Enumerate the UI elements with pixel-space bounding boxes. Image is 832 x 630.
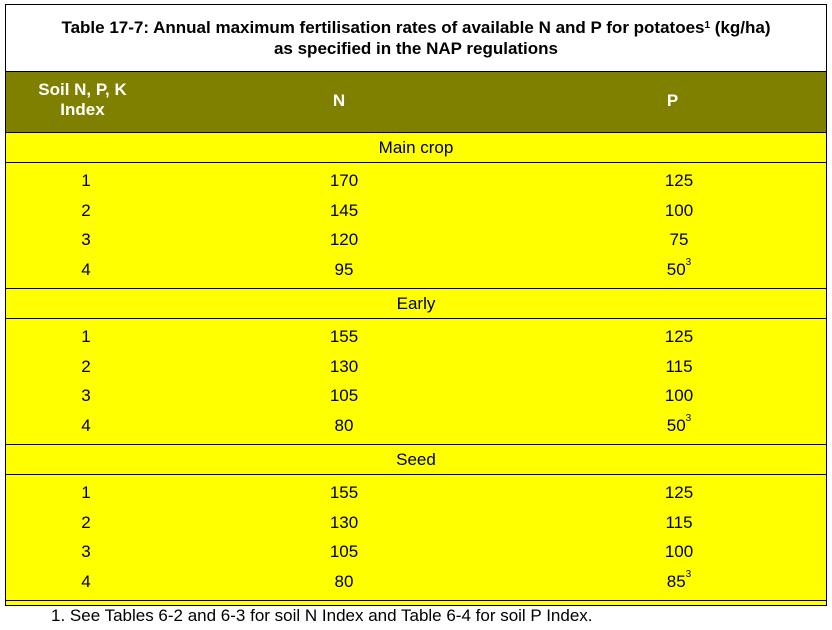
table-row: 2 130 115 [6, 353, 826, 383]
table-row: 2 130 115 [6, 509, 826, 539]
section-label: Main crop [6, 133, 826, 163]
table-row: 1 155 125 [6, 323, 826, 353]
cell-n: 155 [329, 327, 359, 346]
title-unit: (kg/ha) [710, 18, 771, 37]
fertilisation-table: Table 17-7: Annual maximum fertilisation… [5, 4, 827, 625]
cell-p-value: 125 [664, 483, 694, 502]
cell-index: 3 [81, 542, 91, 561]
title-footnote-mark: 1 [704, 20, 711, 31]
header-index: Soil N, P, K Index [6, 80, 159, 120]
table-body: Main crop 1 170 125 2 145 100 3 120 75 4 95 503 Early… [6, 133, 826, 601]
cell-p-value: 100 [664, 542, 694, 561]
cell-p-value: 50 [666, 259, 686, 279]
cell-index: 1 [81, 171, 91, 190]
cell-index: 2 [81, 356, 91, 376]
cell-n: 170 [329, 171, 359, 190]
section-label: Early [6, 289, 826, 319]
table-row: 3 120 75 [6, 226, 826, 256]
cell-n: 120 [329, 230, 359, 249]
cell-p: 853 [519, 568, 832, 592]
cell-p-footnote: 3 [685, 412, 692, 424]
cell-p: 503 [519, 412, 832, 436]
section-rows: 1 155 125 2 130 115 3 105 100 4 80 853 [6, 475, 826, 601]
title-text: Annual maximum fertilisation rates of av… [149, 18, 705, 37]
cell-p-value: 125 [664, 171, 694, 190]
cell-p: 125 [519, 171, 832, 191]
cell-n: 80 [334, 415, 354, 435]
cell-p-footnote: 3 [685, 256, 692, 268]
table-row: 1 170 125 [6, 167, 826, 197]
cell-n: 130 [329, 356, 359, 376]
cell-p: 125 [519, 483, 832, 503]
cell-n: 105 [329, 386, 359, 405]
cell-n: 130 [329, 512, 359, 532]
cell-index: 2 [81, 200, 91, 220]
cell-p-value: 100 [664, 200, 694, 220]
cell-p: 100 [519, 201, 832, 221]
cell-p: 75 [519, 230, 832, 250]
header-index-line2: Index [60, 100, 105, 119]
table-row: 4 80 503 [6, 412, 826, 442]
cell-p-value: 100 [664, 386, 694, 405]
table-row: 1 155 125 [6, 479, 826, 509]
cell-p: 100 [519, 386, 832, 406]
title-prefix: Table 17-7: [61, 18, 150, 37]
cell-n: 95 [334, 259, 354, 279]
cell-p-value: 115 [665, 356, 693, 376]
cell-n: 155 [329, 483, 359, 502]
cell-p: 115 [519, 513, 832, 533]
section-label: Seed [6, 445, 826, 475]
cell-index: 3 [81, 386, 91, 405]
table-row: 3 105 100 [6, 382, 826, 412]
table-header: Soil N, P, K Index N P [6, 72, 826, 133]
cell-index: 1 [81, 483, 91, 502]
cell-n: 145 [329, 200, 359, 220]
cell-p: 503 [519, 256, 832, 280]
cell-p: 125 [519, 327, 832, 347]
section-rows: 1 155 125 2 130 115 3 105 100 4 80 503 [6, 319, 826, 445]
section-rows: 1 170 125 2 145 100 3 120 75 4 95 503 [6, 163, 826, 289]
table-row: 3 105 100 [6, 538, 826, 568]
cell-p: 115 [519, 357, 832, 377]
table-row: 4 95 503 [6, 256, 826, 286]
table-row: 2 145 100 [6, 197, 826, 227]
cell-index: 4 [81, 415, 91, 435]
cell-p-value: 115 [665, 512, 693, 532]
title-line-2: as specified in the NAP regulations [273, 39, 559, 58]
cell-p-value: 50 [666, 415, 686, 435]
cell-p-value: 75 [669, 230, 689, 249]
table-row: 4 80 853 [6, 568, 826, 598]
cell-p-value: 125 [664, 327, 694, 346]
cell-index: 3 [81, 230, 91, 249]
cell-index: 1 [81, 327, 91, 346]
cell-index: 2 [81, 512, 91, 532]
cell-p-footnote: 3 [685, 568, 692, 580]
title-line-1: Table 17-7: Annual maximum fertilisation… [6, 17, 826, 38]
cell-index: 4 [81, 259, 91, 279]
header-n: N [332, 91, 346, 110]
cell-p: 100 [519, 542, 832, 562]
header-index-line1: Soil N, P, K [38, 80, 127, 99]
table-title: Table 17-7: Annual maximum fertilisation… [6, 5, 826, 72]
cell-index: 4 [81, 571, 91, 591]
header-p: P [666, 91, 679, 110]
footnote: 1. See Tables 6-2 and 6-3 for soil N Ind… [51, 606, 593, 625]
cell-n: 105 [329, 542, 359, 561]
cell-n: 80 [334, 571, 354, 591]
cell-p-value: 85 [666, 571, 686, 591]
